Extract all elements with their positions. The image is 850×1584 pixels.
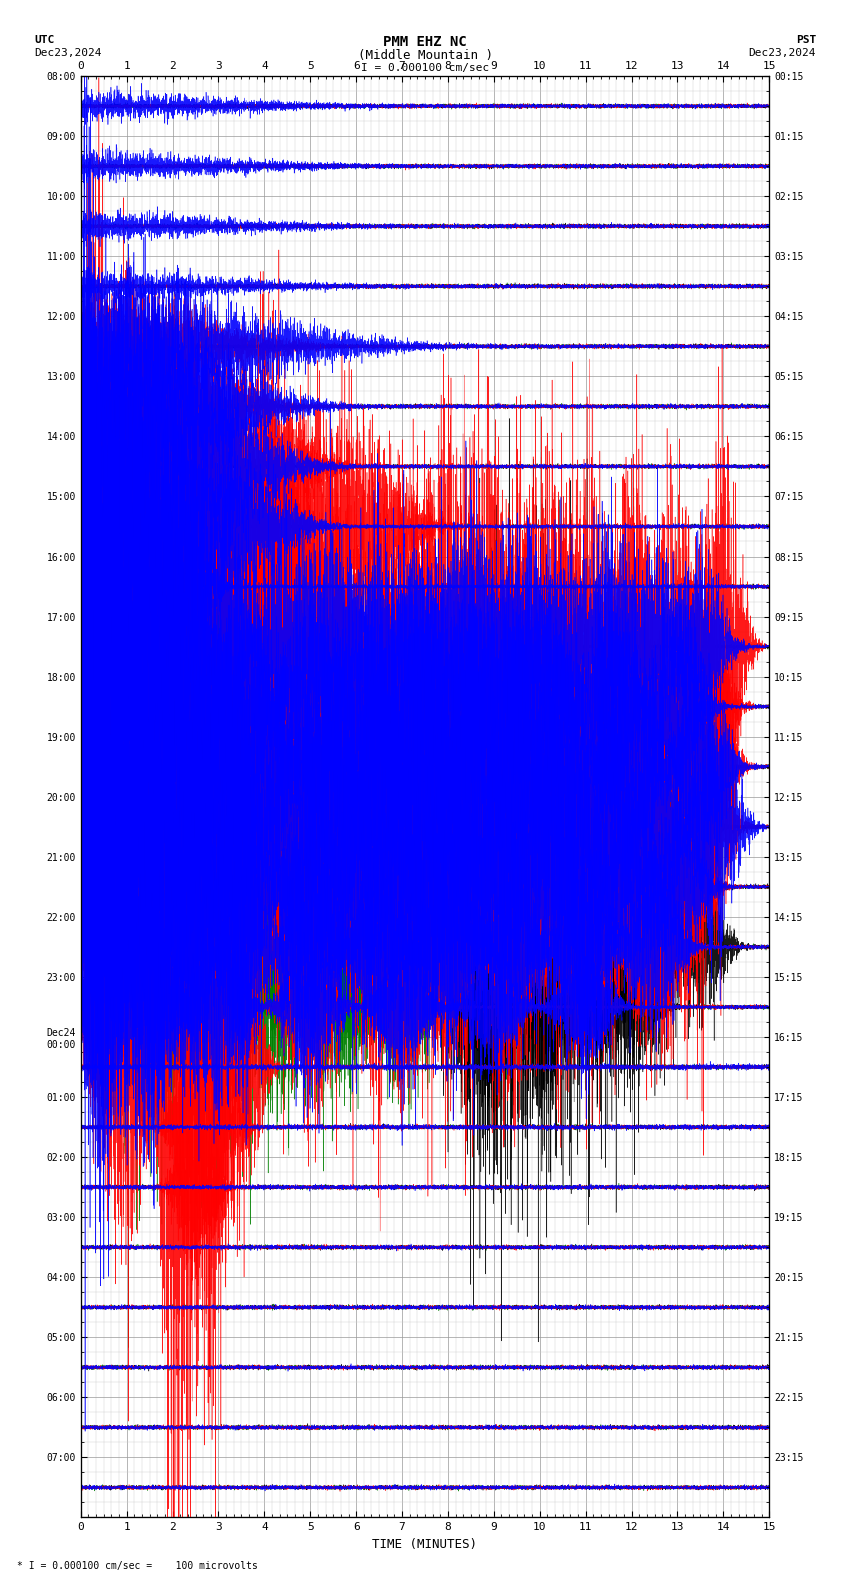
Text: Dec23,2024: Dec23,2024 xyxy=(34,48,101,57)
Text: (Middle Mountain ): (Middle Mountain ) xyxy=(358,49,492,62)
X-axis label: TIME (MINUTES): TIME (MINUTES) xyxy=(372,1538,478,1551)
Text: * I = 0.000100 cm/sec =    100 microvolts: * I = 0.000100 cm/sec = 100 microvolts xyxy=(17,1562,258,1571)
Text: UTC: UTC xyxy=(34,35,54,44)
Text: PST: PST xyxy=(796,35,816,44)
Text: Dec23,2024: Dec23,2024 xyxy=(749,48,816,57)
Text: I = 0.000100 cm/sec: I = 0.000100 cm/sec xyxy=(361,63,489,73)
Text: PMM EHZ NC: PMM EHZ NC xyxy=(383,35,467,49)
